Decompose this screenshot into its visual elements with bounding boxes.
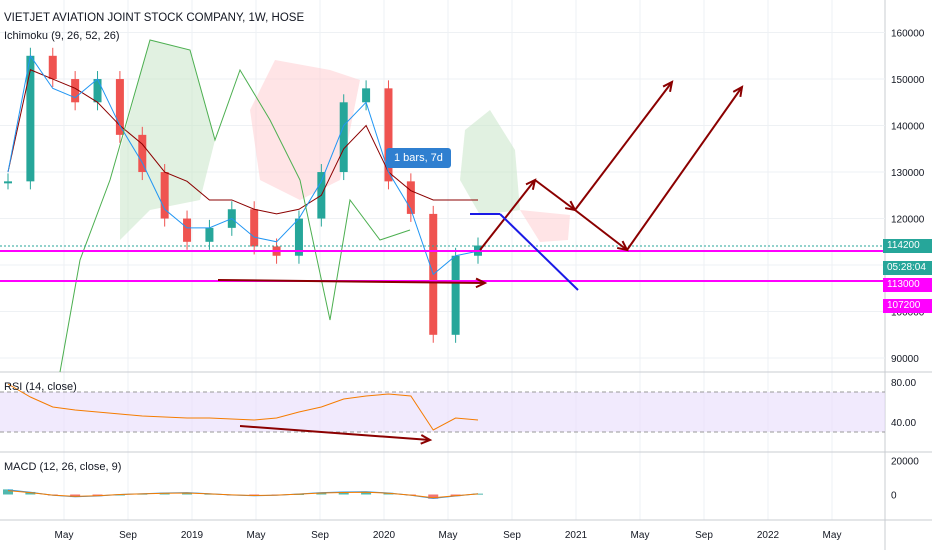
ichimoku-label: Ichimoku (9, 26, 52, 26): [4, 30, 120, 42]
candle-body: [362, 88, 371, 103]
macd-tick-label: 0: [891, 491, 897, 502]
candle-body: [4, 181, 12, 184]
rsi-line: [7, 383, 479, 431]
x-tick-label: Sep: [695, 530, 713, 541]
rsi-divergence-arrow: [239, 425, 431, 441]
candle-body: [26, 55, 35, 182]
y-tick-label: 130000: [891, 168, 925, 179]
rsi-label: RSI (14, close): [4, 381, 77, 393]
candle-body: [250, 209, 259, 247]
blue-projection-down: [499, 213, 579, 291]
rsi-divergence-arrow-head: [420, 434, 433, 445]
candle-body: [384, 88, 393, 182]
kumo-cloud-bullish: [120, 40, 215, 240]
candle-body: [294, 218, 303, 256]
macd-histogram-bar: [182, 492, 193, 495]
kumo-cloud-future-red: [520, 210, 570, 242]
candle-body: [115, 79, 124, 135]
series-line-tenkan: [7, 54, 479, 276]
macd-line: [7, 489, 479, 499]
x-tick-label: May: [823, 530, 842, 541]
y-tick-label: 90000: [891, 354, 919, 365]
x-tick-label: 2019: [181, 530, 204, 541]
projection-arrow-3: [574, 81, 673, 211]
rsi-tick-label: 80.00: [891, 378, 916, 389]
trend-arrow-horizontal-head: [475, 277, 488, 289]
rsi-band: [0, 392, 885, 432]
chart-title: VIETJET AVIATION JOINT STOCK COMPANY, 1W…: [4, 12, 305, 24]
kumo-cloud-future: [460, 110, 520, 215]
macd-histogram-bar: [428, 494, 439, 499]
x-tick-label: 2020: [373, 530, 396, 541]
price-tag-3: 107200: [883, 299, 932, 313]
candle-body: [93, 79, 102, 103]
x-tick-label: May: [439, 530, 458, 541]
macd-tick-label: 20000: [891, 457, 919, 468]
y-tick-label: 100000: [891, 308, 925, 319]
price-tag-0: 114200: [883, 239, 932, 253]
macd-histogram-bar: [338, 491, 349, 495]
candle-body: [71, 79, 80, 103]
y-tick-label: 120000: [891, 215, 925, 226]
bar-count-tooltip: 1 bars, 7d: [386, 148, 451, 168]
macd-histogram-bar: [361, 491, 372, 495]
x-tick-label: Sep: [311, 530, 329, 541]
x-tick-label: 2021: [565, 530, 588, 541]
x-tick-label: May: [55, 530, 74, 541]
y-tick-label: 150000: [891, 75, 925, 86]
chikou-span-line: [59, 39, 411, 373]
trend-arrow-horizontal: [217, 279, 486, 284]
candle-body: [48, 55, 57, 80]
projection-arrow-4: [574, 209, 628, 251]
candle-body: [138, 134, 147, 173]
candle-body: [406, 181, 415, 214]
candle-body: [339, 102, 348, 173]
candle-body: [183, 218, 192, 242]
projection-arrow-3-head: [662, 80, 674, 93]
candle-body: [451, 255, 460, 335]
y-tick-label: 160000: [891, 29, 925, 40]
kumo-cloud-bearish: [250, 60, 360, 200]
x-tick-label: Sep: [503, 530, 521, 541]
projection-arrow-5: [626, 86, 743, 251]
macd-histogram-bar: [70, 494, 81, 498]
projection-arrow-1: [479, 179, 536, 251]
rsi-tick-label: 40.00: [891, 418, 916, 429]
macd-histogram-bar: [3, 489, 13, 495]
x-tick-label: Sep: [119, 530, 137, 541]
candle-body: [160, 172, 169, 219]
macd-histogram-bar: [316, 492, 327, 495]
price-tag-1: 05:28:04: [883, 261, 932, 275]
projection-arrow-2: [534, 179, 576, 211]
y-tick-label: 140000: [891, 122, 925, 133]
macd-label: MACD (12, 26, close, 9): [4, 461, 122, 473]
x-tick-label: May: [631, 530, 650, 541]
macd-signal-line: [7, 490, 479, 499]
candle-body: [205, 227, 214, 242]
x-tick-label: 2022: [757, 530, 780, 541]
series-line-kijun: [7, 69, 478, 215]
projection-arrow-5-head: [732, 85, 744, 98]
price-tag-2: 113000: [883, 278, 932, 292]
macd-histogram-bar: [25, 491, 36, 495]
x-tick-label: May: [247, 530, 266, 541]
